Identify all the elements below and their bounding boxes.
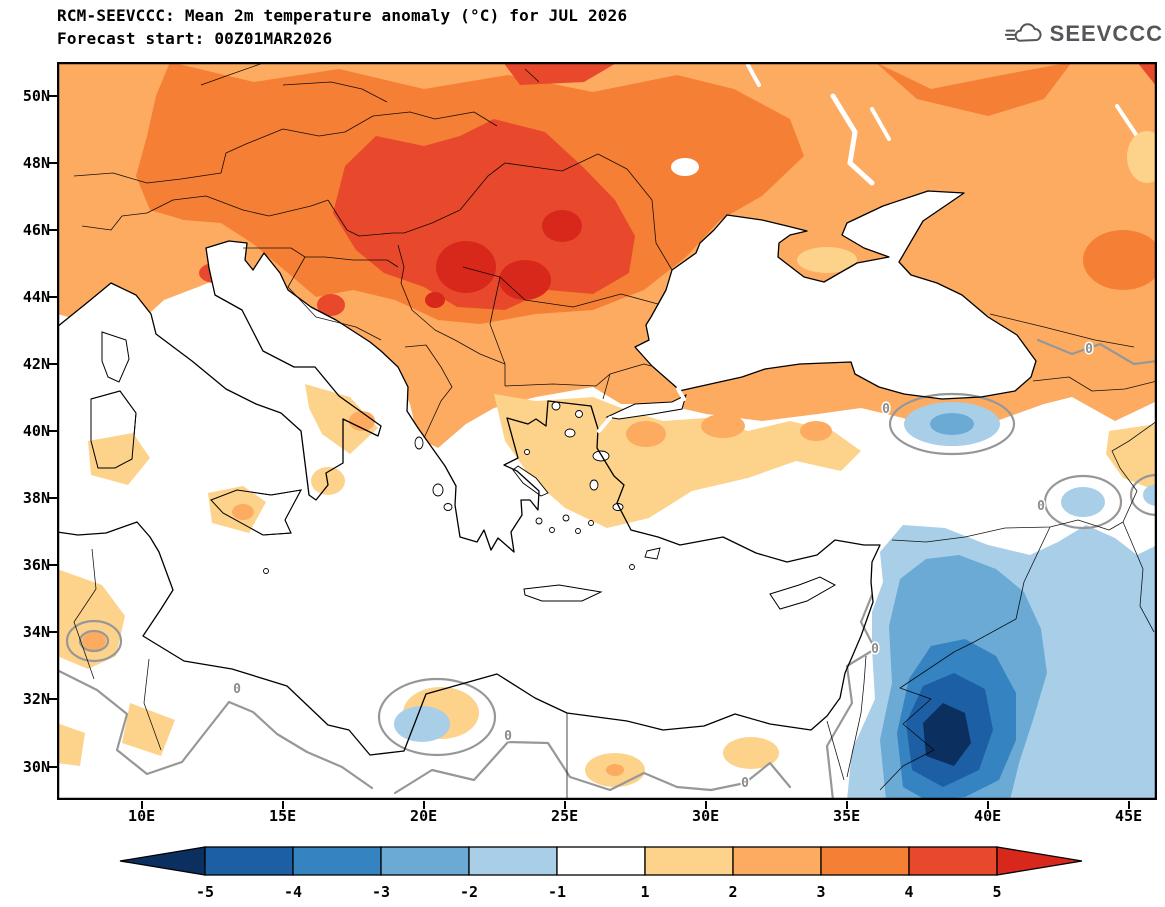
latitude-tick-label: 34N [22,623,50,642]
latitude-tick-label: 48N [22,153,50,172]
longitude-tick-label: 10E [128,807,156,825]
seevccc-logo: SEEVCCC [1005,14,1163,54]
latitude-tick-label: 46N [22,220,50,239]
latitude-tick-label: 30N [22,757,50,776]
axis-tick [49,94,57,97]
colorbar-segment [468,846,558,876]
zero-contour-label: 0 [1037,499,1045,514]
colorbar-segment [644,846,734,876]
colorbar-label: 5 [992,883,1001,901]
longitude-tick-label: 30E [692,807,720,825]
zero-contour-label: 0 [233,682,241,697]
zero-contour-label: 0 [504,729,512,744]
axis-tick [49,161,57,164]
zero-contour-labels: 0 0 0 0 0 0 0 [232,341,1095,793]
latitude-tick-label: 40N [22,422,50,441]
colorbar-label: -2 [460,883,478,901]
colorbar-label: 4 [904,883,913,901]
map-frame [57,62,1157,800]
cold-anomaly-layer [394,402,1157,800]
axis-tick [986,801,989,809]
axis-tick [563,801,566,809]
zero-contour-label: 0 [871,642,879,657]
colorbar-label: -3 [372,883,390,901]
latitude-tick-label: 32N [22,690,50,709]
longitude-tick-label: 20E [410,807,438,825]
longitude-tick-label: 45E [1115,807,1143,825]
colorbar-arrow-low [119,846,206,876]
zero-contour-label: 0 [882,402,890,417]
zero-contour-layer [57,338,1157,800]
axis-tick [49,295,57,298]
country-borders-layer [73,62,1157,800]
longitude-tick-label: 15E [269,807,297,825]
colorbar-label: 3 [816,883,825,901]
axis-tick [49,430,57,433]
latitude-tick-label: 36N [22,556,50,575]
colorbar-label: -5 [196,883,214,901]
marmara-sea [605,394,687,420]
latitude-tick-label: 50N [22,86,50,105]
sea-fill-layer [57,191,1036,755]
zero-contour-label: 0 [1085,342,1093,357]
colorbar-segment [380,846,470,876]
latitude-tick-label: 42N [22,354,50,373]
axis-tick [49,228,57,231]
axis-tick [49,765,57,768]
colorbar-label: -4 [284,883,302,901]
longitude-tick-label: 35E [833,807,861,825]
axis-tick [49,564,57,567]
small-islands-layer [263,401,661,574]
longitude-tick-label: 25E [551,807,579,825]
axis-tick [281,801,284,809]
latitude-tick-label: 38N [22,489,50,508]
axis-tick [422,801,425,809]
colorbar-segment [292,846,382,876]
colorbar-label: 1 [640,883,649,901]
colorbar-segment [204,846,294,876]
cloud-wind-icon [1005,23,1042,42]
page-title: RCM-SEEVCCC: Mean 2m temperature anomaly… [57,6,628,25]
colorbar-label: 2 [728,883,737,901]
colorbar-label: -1 [548,883,566,901]
axis-tick [704,801,707,809]
axis-tick [1127,801,1130,809]
forecast-start-subtitle: Forecast start: 00Z01MAR2026 [57,29,333,48]
colorbar-segment [820,846,910,876]
axis-tick [49,497,57,500]
zero-contour-label: 0 [741,776,749,791]
axis-tick [845,801,848,809]
axis-tick [49,362,57,365]
logo-text: SEEVCCC [1049,21,1163,46]
axis-tick [140,801,143,809]
strait-gaps [597,387,686,433]
anomaly-map: 0 0 0 0 0 0 0 [57,62,1157,800]
colorbar-arrow-high [996,846,1083,876]
longitude-tick-label: 40E [974,807,1002,825]
colorbar-segment [908,846,998,876]
axis-tick [49,698,57,701]
axis-tick [49,631,57,634]
colorbar-segment [556,846,646,876]
colorbar: -5 -4 -3 -2 -1 1 2 3 4 5 [119,846,1083,901]
latitude-tick-label: 44N [22,287,50,306]
colorbar-segment [732,846,822,876]
